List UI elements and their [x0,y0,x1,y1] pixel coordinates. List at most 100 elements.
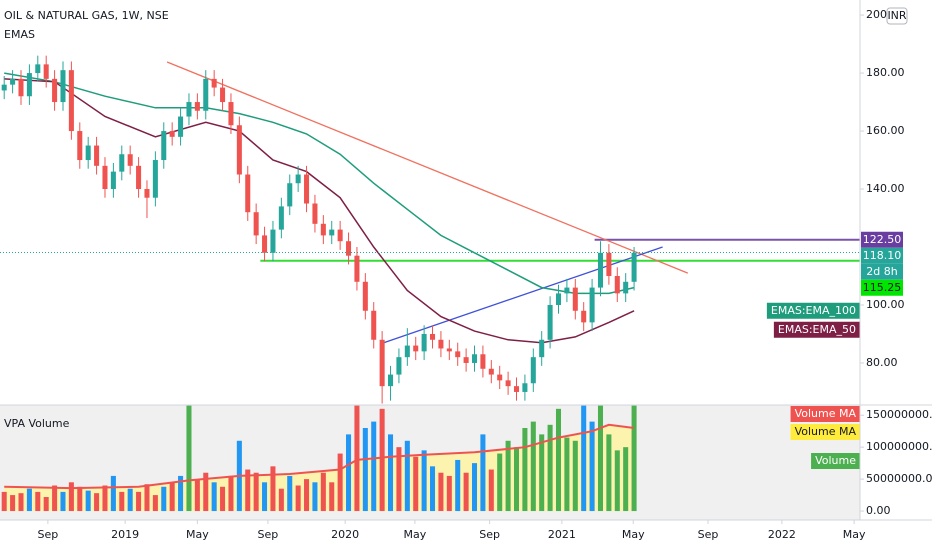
x-tick-label: Sep [38,528,59,541]
candle-body [136,165,142,190]
candle-body [396,357,402,375]
candle-body [513,386,520,392]
volume-bar [572,440,578,512]
candle-body [463,357,469,363]
legend-swatch [790,424,860,440]
candle-body [35,64,41,74]
candle-body [480,354,486,369]
volume-bar [530,421,536,512]
candle-body [539,339,545,358]
volume-bar [379,408,385,512]
ema-line [4,78,635,344]
volume-bar [388,434,394,512]
volume-bar [253,472,259,512]
candle-body [178,116,184,137]
volume-bar [522,428,528,512]
candle-body [186,102,192,117]
volume-bar [94,493,100,512]
candle-body [505,380,511,387]
volume-bar [329,482,335,512]
ema-tag [773,321,860,338]
volume-bar [589,421,595,512]
candle-body [312,203,318,224]
volume-bar [110,475,116,512]
volume-bar [186,405,192,512]
candle-body [194,102,200,111]
volume-bar [127,488,133,512]
candle-body [597,252,604,288]
price-tag-label: 122.50 [863,233,902,246]
volume-bar [404,440,410,512]
volume-bar [606,434,612,512]
y-tick-label: 150000000.00 [866,408,932,421]
candle-body [388,374,394,387]
volume-bar [287,475,293,512]
volume-bar [362,428,368,512]
candle-body [354,255,360,282]
indicator-label: EMAS [4,28,35,41]
legend-swatch [811,453,860,469]
candle-body [245,174,251,213]
candle-body [438,339,444,349]
countdown-tag [861,263,903,280]
volume-bar [60,491,66,512]
candle-body [522,383,528,392]
x-tick-label: 2021 [548,528,576,541]
volume-bar [18,493,24,512]
volume-bar [119,491,125,512]
volume-bar [10,495,16,512]
volume-ma-line [4,423,635,490]
y-tick-label: 100000000.00 [866,440,932,453]
volume-bar [614,450,620,512]
candle-body [589,287,595,323]
volume-bar [413,456,419,512]
volume-bar [471,463,478,512]
candle-body [497,374,503,381]
y-tick-label: 80.00 [866,356,898,369]
candle-body [169,131,175,137]
volume-plot [1,405,637,512]
candle-body [94,145,100,166]
price-tag [861,279,903,296]
currency-badge [886,7,908,25]
candle-body [379,339,385,387]
x-tick-label: 2020 [331,528,359,541]
candle-body [337,229,343,242]
volume-bar [136,491,142,512]
candle-body [547,304,553,340]
trend-line [382,246,663,344]
candle-body [631,252,637,282]
candle-body [614,275,620,294]
candle-body [488,368,494,375]
volume-bar [262,482,268,512]
candle-body [471,354,478,363]
candle-body [262,235,268,253]
legend-swatch [790,406,860,422]
volume-bar [513,447,520,512]
candle-body [127,154,133,166]
volume-bar [555,408,562,512]
candle-body [430,333,436,340]
y-tick-label: 140.00 [866,182,905,195]
candle-body [581,310,587,323]
price-pane [0,55,860,404]
volume-bar [396,447,402,512]
volume-bar [371,421,377,512]
volume-bar [312,482,318,512]
x-tick-label: Sep [698,528,719,541]
price-tag-label: 115.25 [863,281,902,294]
volume-bar [278,488,284,512]
candle-body [329,229,335,236]
ema-tag-label: EMAS:EMA_100 [771,304,856,317]
candle-body [362,281,368,311]
candle-body [77,131,83,161]
volume-title: VPA Volume [4,417,70,430]
candle-body [60,70,66,103]
volume-bar [295,485,301,512]
candle-body [152,160,158,198]
volume-bar [623,447,629,512]
legend-label: Volume MA [795,425,857,438]
countdown-label: 2d 8h [866,265,897,278]
volume-bar [354,405,360,512]
